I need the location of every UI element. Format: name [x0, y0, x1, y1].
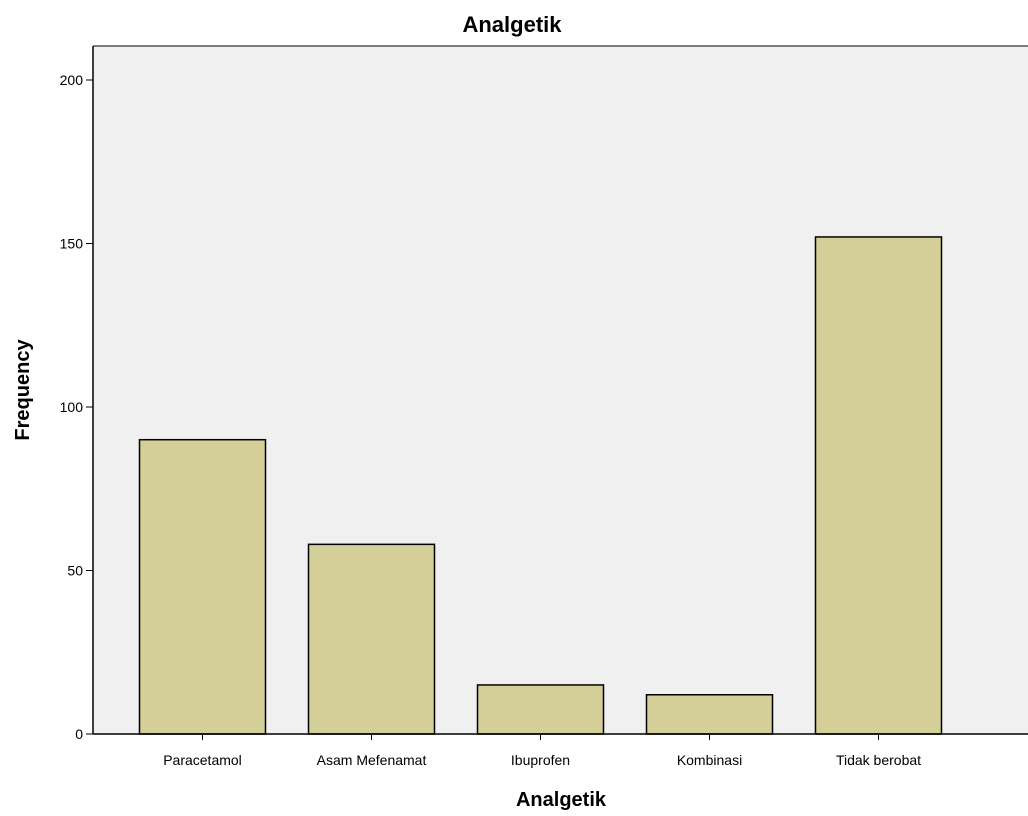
bars-group — [138, 236, 943, 735]
y-tick-label: 50 — [67, 563, 83, 579]
x-ticks-group: Paracetamol Asam Mefenamat Ibuprofen Kombin… — [163, 734, 921, 768]
y-axis-label: Frequency — [12, 339, 34, 441]
x-tick-label: Paracetamol — [163, 752, 242, 768]
y-tick-label: 200 — [60, 72, 84, 88]
x-axis-label: Analgetik — [516, 789, 607, 811]
x-tick-label: Tidak berobat — [836, 752, 921, 768]
x-tick-label: Ibuprofen — [511, 752, 570, 768]
y-tick-label: 0 — [75, 726, 83, 742]
chart-title: Analgetik — [462, 12, 562, 37]
bar-tidak-berobat — [814, 236, 943, 735]
bar-kombinasi — [645, 694, 774, 735]
bar-asam-mefenamat — [307, 543, 436, 735]
x-tick-label: Asam Mefenamat — [317, 752, 427, 768]
bar-paracetamol — [138, 438, 267, 735]
x-tick-label: Kombinasi — [677, 752, 742, 768]
y-ticks-group: 0 50 100 150 200 — [60, 72, 93, 742]
bar-ibuprofen — [476, 684, 605, 735]
y-tick-label: 150 — [60, 236, 84, 252]
y-tick-label: 100 — [60, 399, 84, 415]
